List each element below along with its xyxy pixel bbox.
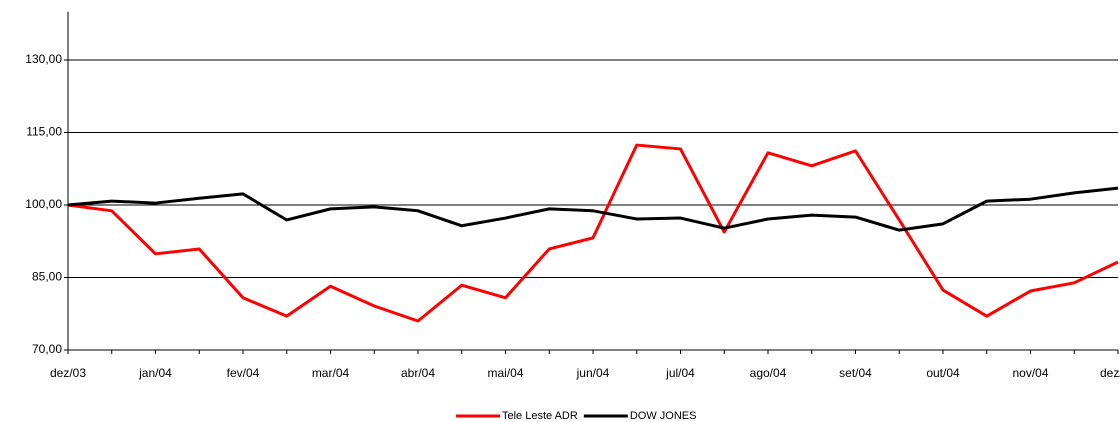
x-tick-label: mar/04 — [312, 366, 350, 380]
x-tick-label: set/04 — [839, 366, 872, 380]
x-tick-label: dez/03 — [50, 366, 86, 380]
y-tick-label: 115,00 — [26, 125, 62, 139]
legend-label: DOW JONES — [630, 410, 697, 422]
y-tick-label: 130,00 — [25, 52, 62, 66]
x-tick-label: nov/04 — [1012, 366, 1048, 380]
x-tick-label: abr/04 — [401, 366, 435, 380]
x-tick-label: dez/04 — [1100, 366, 1120, 380]
x-tick-label: jun/04 — [576, 366, 610, 380]
x-tick-label: mai/04 — [487, 366, 523, 380]
x-tick-label: fev/04 — [227, 366, 260, 380]
legend-label: Tele Leste ADR — [502, 410, 578, 422]
x-tick-label: out/04 — [926, 366, 960, 380]
series-line — [67, 143, 1119, 323]
series-line — [67, 186, 1119, 232]
x-tick-label: jan/04 — [138, 366, 172, 380]
y-tick-label: 100,00 — [25, 197, 62, 211]
y-tick-label: 70,00 — [32, 342, 62, 356]
x-tick-label: jul/04 — [665, 366, 695, 380]
x-tick-label: ago/04 — [750, 366, 787, 380]
y-tick-label: 85,00 — [32, 270, 62, 284]
